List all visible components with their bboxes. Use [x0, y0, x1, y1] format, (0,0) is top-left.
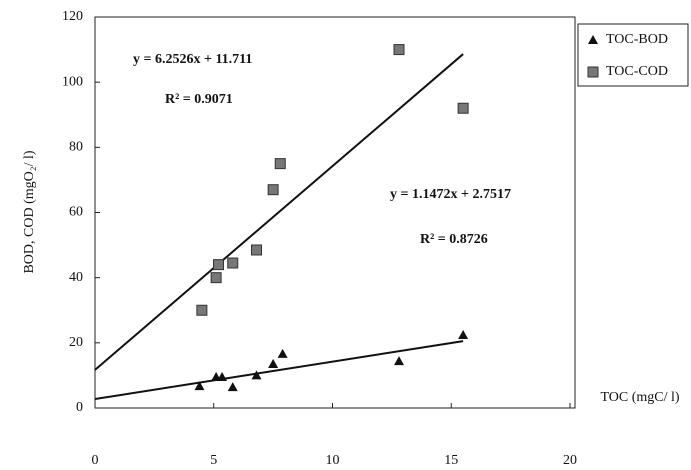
y-tick-label: 20	[69, 335, 83, 350]
point	[196, 304, 208, 316]
legend-label: TOC-COD	[606, 64, 668, 79]
point	[394, 356, 404, 366]
x-tick-label: 0	[92, 453, 99, 468]
point	[194, 381, 205, 391]
point	[274, 158, 286, 170]
r-squared: R² = 0.9071	[165, 92, 233, 107]
y-tick-label: 100	[62, 74, 83, 89]
point	[217, 372, 228, 382]
point	[267, 184, 279, 196]
trend-equation: y = 6.2526x + 11.711	[133, 52, 252, 67]
y-tick-label: 60	[69, 205, 83, 220]
y-tick-label: 80	[69, 140, 83, 155]
point	[277, 348, 288, 358]
y-axis-label: BOD, COD (mgO₂/ l)	[22, 150, 37, 273]
point	[213, 259, 224, 271]
trendline	[94, 53, 464, 371]
y-tick-label: 120	[62, 9, 83, 24]
point	[251, 370, 262, 380]
legend-label: TOC-BOD	[606, 32, 668, 47]
legend-marker	[588, 35, 598, 44]
point	[251, 244, 262, 256]
x-axis-label: TOC (mgC/ l)	[600, 390, 679, 405]
point	[268, 359, 279, 369]
point	[227, 382, 238, 392]
plot-frame	[94, 16, 576, 409]
point	[458, 330, 469, 340]
point	[393, 44, 405, 56]
point	[457, 102, 469, 114]
y-tick-label: 40	[69, 270, 83, 285]
x-tick-label: 5	[210, 453, 217, 468]
trend-equation: y = 1.1472x + 2.7517	[390, 187, 511, 202]
r-squared: R² = 0.8726	[420, 232, 488, 247]
x-tick-label: 20	[563, 453, 577, 468]
x-tick-label: 15	[444, 453, 458, 468]
point	[227, 257, 239, 269]
trendline	[94, 340, 464, 401]
x-tick-label: 10	[326, 453, 340, 468]
y-tick-label: 0	[76, 400, 83, 415]
point	[210, 272, 222, 284]
legend-marker	[587, 66, 599, 78]
